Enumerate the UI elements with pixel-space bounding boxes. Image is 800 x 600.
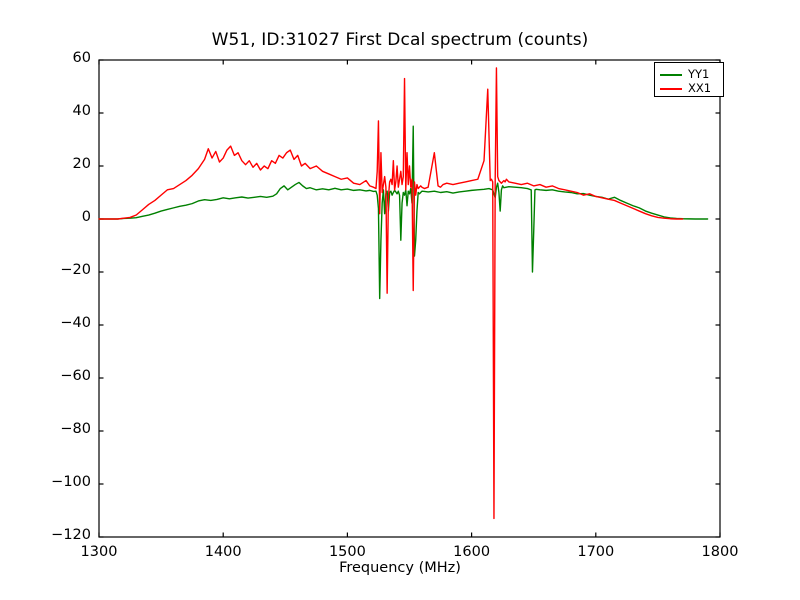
plot-border (98, 59, 721, 538)
legend: YY1 XX1 (654, 62, 724, 97)
x-tick-label: 1700 (577, 544, 615, 560)
x-tick-label: 1500 (328, 544, 366, 560)
legend-label: YY1 (688, 67, 710, 81)
legend-swatch-yy1 (660, 74, 682, 76)
axes-frame (98, 59, 721, 538)
legend-item-yy1[interactable]: YY1 (655, 67, 725, 82)
y-tick-label: −120 (51, 527, 91, 543)
legend-label: XX1 (688, 81, 712, 95)
series-line-xx1 (98, 67, 684, 520)
data-series-group (98, 67, 709, 520)
y-tick-label: 60 (72, 50, 91, 66)
y-tick-label: 40 (72, 103, 91, 119)
y-tick-label: −80 (60, 421, 91, 437)
y-tick-label: −60 (60, 368, 91, 384)
x-tick-label: 1300 (80, 544, 118, 560)
y-tick-label: −40 (60, 315, 91, 331)
x-axis-label: Frequency (MHz) (339, 560, 461, 576)
x-tick-label: 1400 (204, 544, 242, 560)
page-title: W51, ID:31027 First Dcal spectrum (count… (211, 30, 589, 50)
legend-item-xx1[interactable]: XX1 (655, 81, 725, 96)
y-tick-label: 0 (81, 209, 91, 225)
axis-ticks (98, 59, 721, 538)
legend-swatch-xx1 (660, 88, 682, 90)
x-tick-label: 1800 (701, 544, 739, 560)
y-tick-label: −100 (51, 474, 91, 490)
y-tick-label: 20 (72, 156, 91, 172)
x-tick-label: 1600 (453, 544, 491, 560)
series-line-yy1 (98, 125, 709, 300)
y-tick-label: −20 (60, 262, 91, 278)
